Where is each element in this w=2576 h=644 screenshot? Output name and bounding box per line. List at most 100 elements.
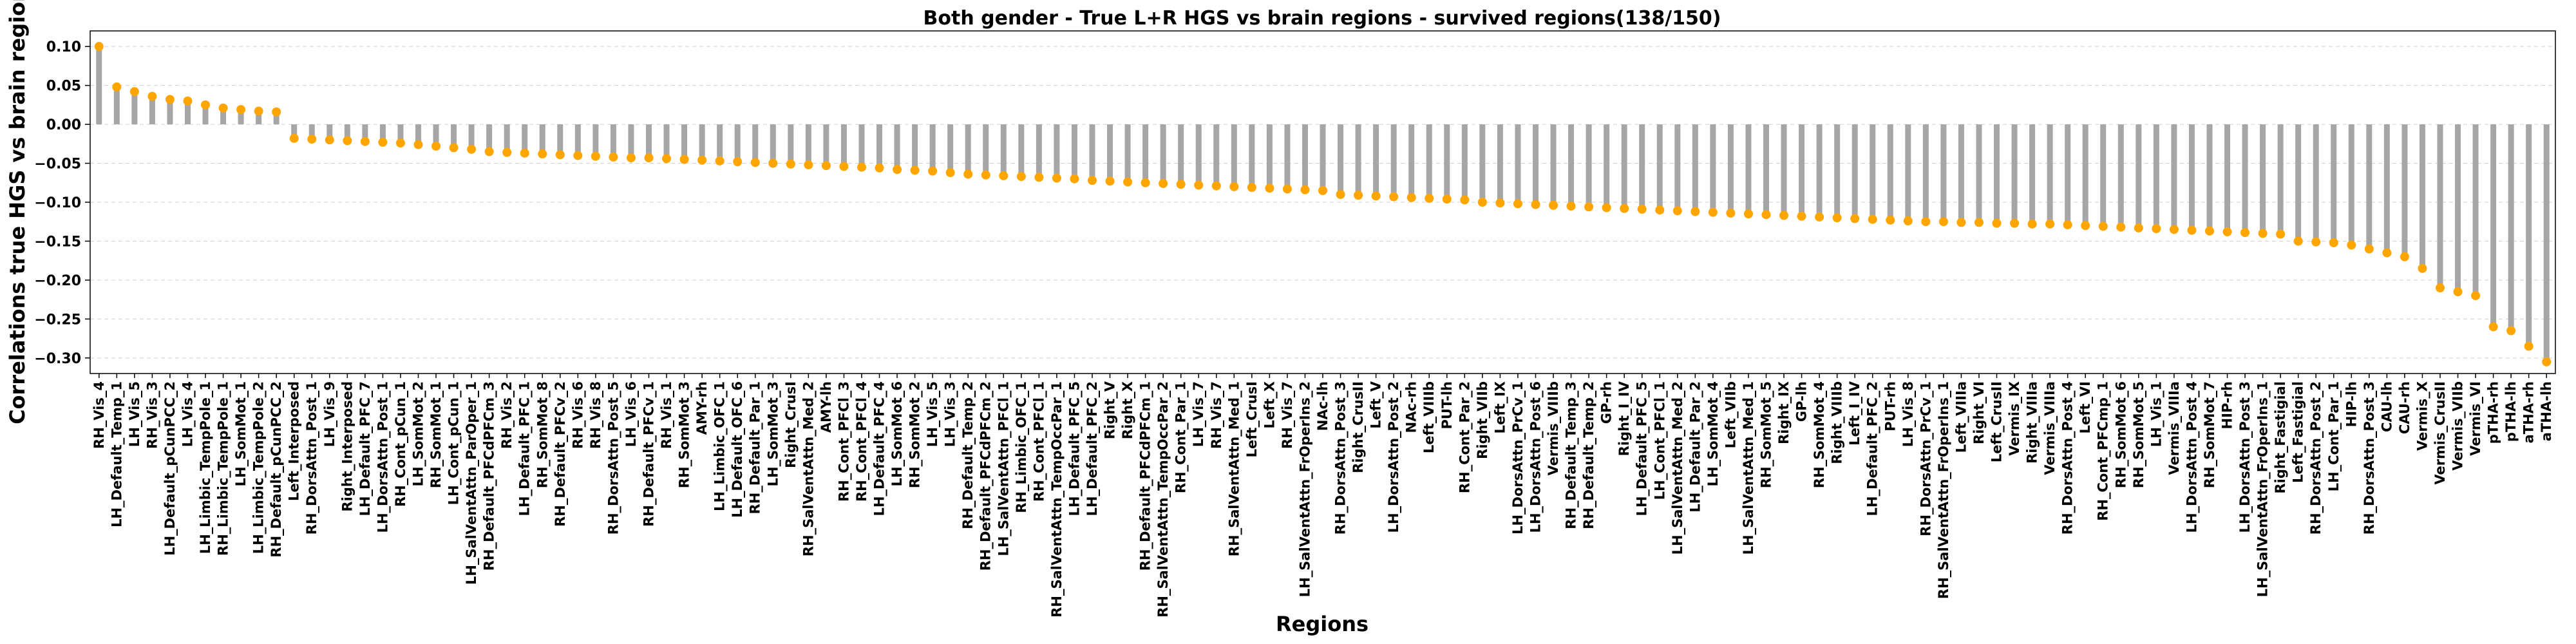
stem	[451, 124, 457, 148]
data-point	[1886, 215, 1895, 225]
stem	[379, 124, 386, 142]
data-point	[2187, 225, 2197, 235]
grid-lines	[90, 46, 2555, 359]
data-point	[1176, 180, 1186, 189]
stem	[1054, 124, 1060, 178]
stem	[167, 99, 173, 125]
x-tick-label: Right_VIIIa	[2025, 381, 2040, 464]
stem	[894, 124, 900, 170]
stem	[113, 87, 120, 125]
data-point	[1974, 218, 1984, 227]
stem	[2100, 124, 2107, 227]
y-tick-label: −0.05	[34, 156, 81, 173]
y-tick-label: −0.10	[34, 195, 81, 211]
data-point	[1832, 213, 1842, 223]
x-tick-label: LH_Default_PFC_4	[872, 381, 887, 516]
stem	[752, 124, 759, 163]
data-point	[679, 155, 689, 164]
data-point	[2222, 227, 2232, 236]
x-tick-label: RH_DorsAttn_Post_5	[605, 381, 621, 535]
x-tick-label: Left_VIIb	[1723, 381, 1738, 448]
x-tick-label: RH_DorsAttn_Post_3	[1333, 381, 1349, 535]
data-point	[1194, 180, 1204, 190]
x-tick-label: LH_SomMot_6	[889, 381, 905, 486]
x-tick-label: Right_Interposed	[339, 381, 355, 512]
data-point	[1761, 210, 1771, 220]
x-tick-label: LH_Vis_5	[925, 381, 940, 447]
data-point	[1513, 199, 1522, 209]
data-point	[2276, 229, 2286, 239]
x-tick-label: LH_Default_PFC_1	[517, 381, 533, 516]
x-tick-label: RH_SomMot_1	[428, 381, 444, 488]
markers	[94, 42, 2552, 366]
data-point	[520, 148, 529, 158]
x-tick-label: pTHA-lh	[2503, 381, 2519, 442]
x-tick-label: LH_Default_PFC_5	[1634, 381, 1650, 516]
x-tick-label: RH_Limbic_OFC_1	[1014, 381, 1029, 513]
data-point	[1016, 172, 1026, 182]
x-tick-label: RH_SalVentAttn_Med_1	[1226, 381, 1242, 556]
data-point	[1921, 217, 1931, 227]
data-point	[768, 158, 778, 168]
data-point	[1956, 218, 1966, 227]
stem	[2206, 124, 2213, 231]
stem	[2188, 124, 2195, 231]
x-tick-label: RH_SomMot_6	[2113, 381, 2128, 488]
x-tick-label: LH_DorsAttn_Post_2	[1386, 381, 1401, 533]
data-point	[413, 140, 423, 149]
x-tick-label: Right_I_IV	[1616, 381, 1632, 456]
stem	[1532, 124, 1539, 205]
stem	[1089, 124, 1095, 181]
y-tick-label: 0.00	[46, 117, 81, 133]
stem	[947, 124, 954, 173]
x-tick-label: RH_Vis_7	[1209, 381, 1224, 449]
stem	[131, 91, 138, 125]
data-point	[1371, 191, 1381, 201]
data-point	[1779, 211, 1789, 220]
x-tick-label: RH_Cont_PFCl_3	[836, 381, 851, 502]
data-point	[555, 150, 565, 160]
stem	[2029, 124, 2036, 224]
data-point	[2311, 237, 2321, 247]
stem	[308, 124, 315, 140]
data-point	[1105, 176, 1115, 186]
data-point	[1300, 185, 1310, 194]
stem	[522, 124, 528, 153]
x-tick-label: NAc-rh	[1404, 381, 1419, 433]
data-point	[2471, 291, 2481, 301]
data-point	[733, 157, 743, 167]
x-tick-label: Left_V	[1368, 381, 1384, 428]
data-point	[1070, 174, 1079, 184]
stem	[1338, 124, 1344, 194]
x-tick-label: LH_Vis_3	[943, 381, 958, 447]
data-point	[1797, 211, 1806, 221]
x-tick-label: Vermis_X	[2414, 381, 2430, 451]
stem	[1905, 124, 1911, 222]
data-point	[395, 138, 405, 148]
x-tick-label: RH_DorsAttn_Post_1	[304, 381, 319, 535]
x-tick-label: Vermis_VI	[2468, 381, 2483, 456]
data-point	[2152, 224, 2161, 234]
stem	[1320, 124, 1326, 191]
stem	[717, 124, 723, 161]
stem	[1781, 124, 1787, 216]
data-point	[1123, 177, 1133, 187]
data-point	[1159, 178, 1168, 188]
x-tick-label: LH_Default_Temp_1	[109, 381, 124, 527]
data-point	[449, 143, 459, 153]
data-point	[2258, 229, 2268, 238]
data-point	[112, 82, 122, 92]
data-point	[786, 159, 795, 169]
data-point	[2063, 220, 2072, 230]
data-point	[2382, 248, 2392, 258]
data-point	[1425, 193, 1434, 203]
data-point	[378, 137, 388, 147]
x-tick-label: LH_Vis_8	[1900, 381, 1916, 447]
x-tick-label: RH_SalVentAttn_TempOccPar_2	[1155, 381, 1171, 618]
data-point	[2204, 226, 2214, 236]
stem	[965, 124, 971, 175]
stem	[1266, 124, 1273, 189]
data-point	[2081, 221, 2090, 231]
x-tick-label: RH_DorsAttn_Post_2	[2308, 381, 2324, 535]
